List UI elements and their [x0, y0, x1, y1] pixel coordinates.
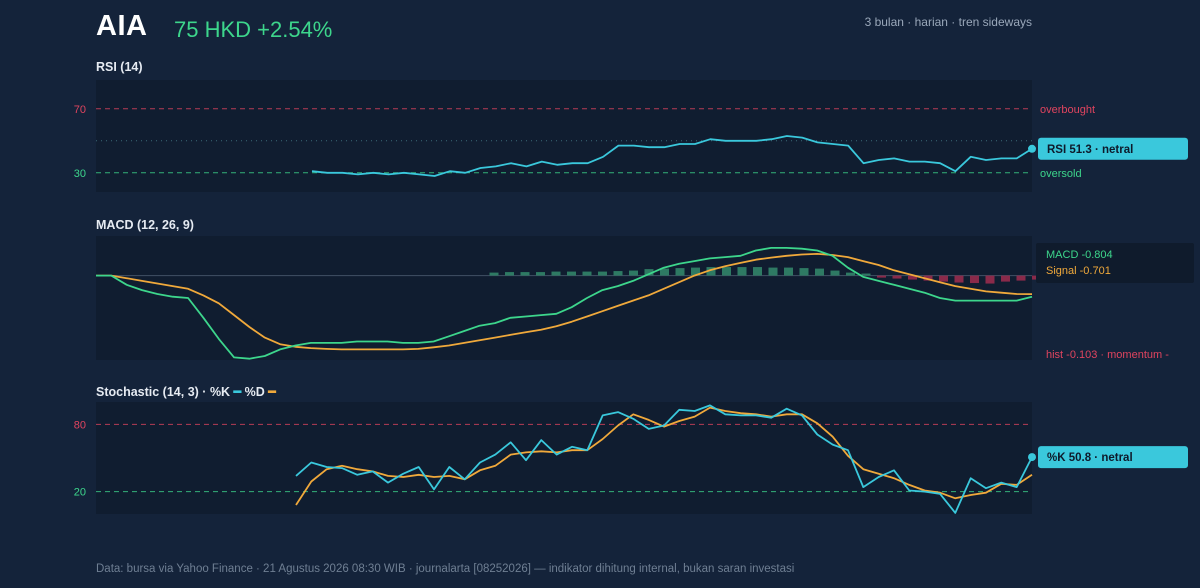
- stoch-tick-label: 20: [74, 487, 86, 499]
- macd-line: [96, 246, 1033, 360]
- macd-hist-bar: [939, 275, 948, 282]
- macd-hist-bar: [923, 275, 933, 281]
- macd-hist-bar: [737, 267, 747, 276]
- macd-hist-bar: [567, 271, 576, 276]
- rsi-tick-label: 70: [74, 104, 86, 116]
- macd-hist-bar: [505, 272, 514, 276]
- macd-hist-bar: [877, 275, 886, 278]
- macd-hist-bar: [1016, 275, 1026, 281]
- panel-bg-2: [96, 402, 1032, 514]
- macd-title: MACD (12, 26, 9): [96, 218, 194, 232]
- macd-hist-bar: [846, 272, 855, 276]
- macd-hist-bar: [753, 267, 762, 276]
- macd-hist-bar: [551, 271, 561, 276]
- stoch-legend-d-swatch: ━: [268, 385, 276, 399]
- stoch-legend-d: %D: [244, 385, 265, 399]
- macd-hist-bar: [1001, 275, 1010, 282]
- macd-hist-bar: [768, 267, 778, 276]
- macd-hist-bar: [908, 275, 917, 280]
- stoch-k-line: [295, 404, 1033, 514]
- signal-value-label: Signal -0.701: [1046, 265, 1111, 277]
- macd-hist-bar: [799, 268, 809, 276]
- rsi-oversold-label: oversold: [1040, 168, 1082, 180]
- rsi-value-label: RSI 51.3 · netral: [1047, 144, 1133, 156]
- rsi-overbought-label: overbought: [1040, 104, 1095, 116]
- macd-hist-bar: [985, 275, 995, 284]
- macd-hist-bar: [536, 272, 545, 276]
- stoch-legend-k: %K: [209, 385, 231, 399]
- macd-hist-bar: [830, 270, 840, 276]
- panel-bg-0: [96, 80, 1032, 192]
- macd-hist-bar: [582, 271, 592, 276]
- stoch-d-line: [295, 406, 1033, 506]
- stoch-value-label: %K 50.8 · netral: [1047, 452, 1133, 464]
- period-info: 3 bulan · harian · tren sideways: [864, 15, 1032, 29]
- rsi-title: RSI (14): [96, 60, 143, 74]
- hist-value-label: hist -0.103 · momentum -: [1046, 349, 1169, 361]
- macd-hist-bar: [489, 272, 499, 276]
- macd-hist-bar: [598, 271, 607, 276]
- macd-hist-bar: [784, 267, 793, 276]
- stoch-tick-label: 80: [74, 419, 86, 431]
- stoch-value-badge: [1038, 446, 1188, 469]
- macd-hist-bar: [660, 268, 669, 276]
- macd-hist-bar: [970, 275, 979, 284]
- macd-signal-line: [96, 252, 1033, 351]
- panel-bg-1: [96, 236, 1032, 360]
- macd-hist-bar: [722, 267, 731, 276]
- footer-note: Data: bursa via Yahoo Finance · 21 Agust…: [96, 563, 795, 575]
- macd-hist-bar: [644, 269, 654, 276]
- macd-hist-bar: [520, 272, 530, 276]
- macd-hist-bar: [815, 268, 824, 276]
- rsi-tick-label: 30: [74, 168, 86, 180]
- macd-hist-bar: [675, 268, 685, 276]
- ticker-symbol: AIA: [96, 10, 148, 42]
- macd-hist-bar: [629, 270, 638, 276]
- stoch-title: Stochastic (14, 3) · %K ━ %D ━: [96, 384, 276, 399]
- rsi-value-badge: [1038, 137, 1188, 160]
- macd-value-label: MACD -0.804: [1046, 249, 1113, 261]
- macd-hist-bar: [706, 267, 716, 276]
- macd-readout-box: [1036, 243, 1194, 283]
- macd-hist-bar: [861, 273, 871, 276]
- rsi-line: [311, 135, 1033, 177]
- macd-hist-bar: [892, 275, 902, 279]
- stoch-last-point: [1028, 453, 1036, 462]
- macd-hist-bar: [691, 267, 700, 276]
- macd-hist-bar: [954, 275, 964, 283]
- stoch-legend-k-swatch: ━: [233, 385, 242, 399]
- stoch-title-prefix: Stochastic (14, 3) ·: [96, 385, 210, 399]
- rsi-last-point: [1028, 144, 1036, 153]
- price-change: 75 HKD +2.54%: [174, 17, 333, 42]
- macd-hist-bar: [613, 271, 623, 276]
